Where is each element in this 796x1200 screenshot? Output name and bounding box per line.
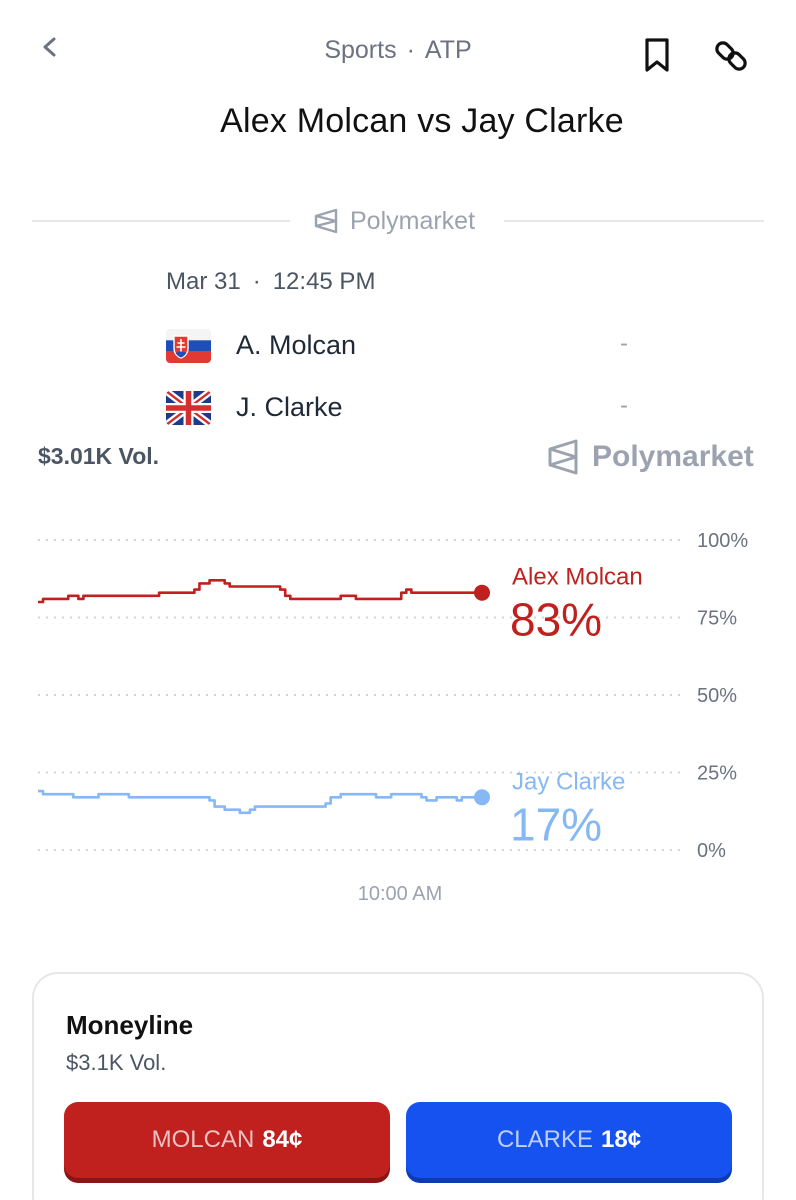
datetime-separator: · — [252, 268, 261, 295]
breadcrumb-category[interactable]: Sports — [324, 36, 397, 64]
series-line-0 — [38, 579, 482, 604]
x-axis-label: 10:00 AM — [357, 883, 443, 905]
bet-option-price: 84¢ — [262, 1126, 303, 1153]
top-bar: Sports · ATP — [0, 0, 796, 100]
y-tick-label: 100% — [697, 530, 748, 552]
team-row-molcan: A. Molcan - — [166, 326, 636, 366]
moneyline-volume: $3.1K Vol. — [66, 1050, 167, 1075]
breadcrumb-league[interactable]: ATP — [424, 36, 472, 64]
link-icon — [715, 41, 747, 71]
moneyline-card: Moneyline $3.1K Vol. MOLCAN 84¢ CLARKE 1… — [32, 972, 764, 1200]
series-end-point-0 — [474, 584, 490, 601]
probability-chart: 100% 75% 50% 25% 0% Alex Molcan 83% Jay Clarke 1… — [38, 530, 748, 862]
bet-option-name: CLARKE — [496, 1126, 593, 1153]
divider-left — [32, 220, 290, 222]
slovakia-flag-icon — [166, 329, 211, 363]
match-date: Mar 31 — [166, 268, 241, 295]
bet-clarke-button[interactable]: CLARKE 18¢ — [406, 1102, 732, 1178]
market-volume: $3.01K Vol. — [38, 443, 160, 469]
match-datetime: Mar 31 · 12:45 PM — [166, 268, 375, 296]
polymarket-logo-icon — [548, 439, 578, 475]
chevron-left-icon — [43, 37, 56, 57]
breadcrumb-separator: · — [406, 36, 415, 64]
brand-name: Polymarket — [592, 440, 754, 473]
share-link-button[interactable] — [712, 36, 752, 76]
y-tick-label: 75% — [697, 608, 737, 630]
team-name: A. Molcan — [236, 330, 357, 360]
series-value-label: 83% — [510, 594, 602, 646]
bookmark-button[interactable] — [640, 36, 674, 74]
page-title: Alex Molcan vs Jay Clarke — [220, 102, 624, 140]
polymarket-logo-icon — [314, 208, 338, 234]
bet-option-price: 18¢ — [601, 1126, 642, 1153]
breadcrumb: Sports · ATP — [0, 36, 796, 65]
series-value-label: 17% — [510, 798, 602, 850]
y-tick-label: 25% — [697, 763, 737, 785]
bet-molcan-button[interactable]: MOLCAN 84¢ — [64, 1102, 390, 1178]
brand-name: Polymarket — [350, 206, 476, 235]
team-name: J. Clarke — [236, 392, 343, 422]
series-name-label: Alex Molcan — [512, 564, 643, 591]
back-button[interactable] — [38, 34, 64, 64]
team-score: - — [620, 392, 628, 419]
series-name-label: Jay Clarke — [512, 768, 625, 795]
bet-option-name: MOLCAN — [151, 1126, 255, 1153]
series-end-point-1 — [474, 789, 490, 806]
y-tick-label: 0% — [697, 840, 726, 862]
divider-brand: Polymarket — [312, 204, 475, 238]
match-time: 12:45 PM — [272, 268, 376, 295]
moneyline-title: Moneyline — [66, 1010, 194, 1040]
uk-flag-icon — [166, 391, 211, 425]
divider-right — [504, 220, 764, 222]
bookmark-icon — [645, 38, 669, 72]
chart-brand: Polymarket — [546, 438, 754, 476]
y-tick-label: 50% — [697, 685, 737, 707]
team-score: - — [620, 330, 628, 357]
team-row-clarke: J. Clarke - — [166, 388, 636, 428]
series-line-1 — [38, 789, 484, 815]
